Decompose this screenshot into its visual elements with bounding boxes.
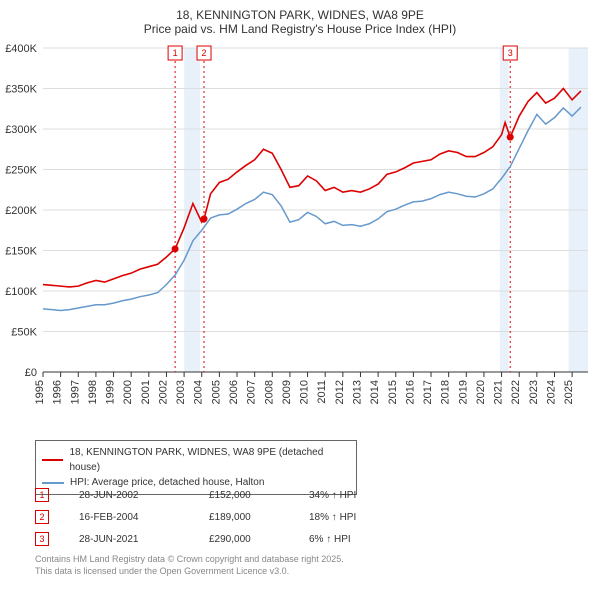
svg-text:1995: 1995 xyxy=(34,380,46,404)
svg-text:2021: 2021 xyxy=(493,380,505,404)
svg-text:2023: 2023 xyxy=(528,380,540,404)
svg-text:£50K: £50K xyxy=(11,327,37,339)
footer-line: This data is licensed under the Open Gov… xyxy=(35,566,344,578)
event-price: £152,000 xyxy=(209,490,309,501)
svg-text:2010: 2010 xyxy=(299,380,311,404)
event-delta: 34% ↑ HPI xyxy=(309,490,409,501)
svg-text:£300K: £300K xyxy=(5,124,37,136)
title-subtitle: Price paid vs. HM Land Registry's House … xyxy=(0,22,600,36)
svg-text:£400K: £400K xyxy=(5,43,37,55)
events-table: 1 28-JUN-2002 £152,000 34% ↑ HPI 2 16-FE… xyxy=(35,484,409,550)
title-address: 18, KENNINGTON PARK, WIDNES, WA8 9PE xyxy=(0,8,600,22)
legend-label: 18, KENNINGTON PARK, WIDNES, WA8 9PE (de… xyxy=(69,445,350,475)
event-delta: 18% ↑ HPI xyxy=(309,512,409,523)
event-badge: 3 xyxy=(35,532,49,546)
svg-text:2005: 2005 xyxy=(210,380,222,404)
event-date: 28-JUN-2002 xyxy=(79,490,209,501)
event-date: 28-JUN-2021 xyxy=(79,534,209,545)
svg-text:2006: 2006 xyxy=(228,380,240,404)
svg-text:£350K: £350K xyxy=(5,84,37,96)
svg-text:2018: 2018 xyxy=(440,380,452,404)
svg-text:2000: 2000 xyxy=(122,380,134,404)
svg-text:2001: 2001 xyxy=(140,380,152,404)
event-row: 3 28-JUN-2021 £290,000 6% ↑ HPI xyxy=(35,528,409,550)
svg-text:2: 2 xyxy=(202,48,207,58)
svg-text:£200K: £200K xyxy=(5,205,37,217)
footer-line: Contains HM Land Registry data © Crown c… xyxy=(35,554,344,566)
svg-text:1996: 1996 xyxy=(52,380,64,404)
svg-text:1999: 1999 xyxy=(105,380,117,404)
svg-text:2020: 2020 xyxy=(475,380,487,404)
svg-text:2015: 2015 xyxy=(387,380,399,404)
svg-text:2025: 2025 xyxy=(563,380,575,404)
svg-text:2016: 2016 xyxy=(404,380,416,404)
svg-text:2011: 2011 xyxy=(316,380,328,404)
svg-text:2002: 2002 xyxy=(157,380,169,404)
svg-text:2013: 2013 xyxy=(351,380,363,404)
legend-row: 18, KENNINGTON PARK, WIDNES, WA8 9PE (de… xyxy=(42,445,350,475)
event-row: 2 16-FEB-2004 £189,000 18% ↑ HPI xyxy=(35,506,409,528)
svg-text:2004: 2004 xyxy=(193,380,205,404)
event-badge: 1 xyxy=(35,488,49,502)
svg-text:£100K: £100K xyxy=(5,286,37,298)
event-delta: 6% ↑ HPI xyxy=(309,534,409,545)
svg-text:2022: 2022 xyxy=(510,380,522,404)
event-badge: 2 xyxy=(35,510,49,524)
chart-title-block: 18, KENNINGTON PARK, WIDNES, WA8 9PE Pri… xyxy=(0,0,600,36)
svg-text:2019: 2019 xyxy=(457,380,469,404)
svg-text:2003: 2003 xyxy=(175,380,187,404)
svg-text:2017: 2017 xyxy=(422,380,434,404)
svg-text:£250K: £250K xyxy=(5,165,37,177)
svg-text:2014: 2014 xyxy=(369,380,381,404)
event-row: 1 28-JUN-2002 £152,000 34% ↑ HPI xyxy=(35,484,409,506)
event-price: £189,000 xyxy=(209,512,309,523)
event-date: 16-FEB-2004 xyxy=(79,512,209,523)
svg-text:2008: 2008 xyxy=(263,380,275,404)
legend-swatch xyxy=(42,459,63,461)
svg-text:3: 3 xyxy=(508,48,513,58)
svg-text:2009: 2009 xyxy=(281,380,293,404)
svg-text:2012: 2012 xyxy=(334,380,346,404)
svg-text:£150K: £150K xyxy=(5,246,37,258)
plot-svg: £0£50K£100K£150K£200K£250K£300K£350K£400… xyxy=(35,44,590,404)
svg-text:2007: 2007 xyxy=(246,380,258,404)
svg-text:£0: £0 xyxy=(25,367,37,379)
event-price: £290,000 xyxy=(209,534,309,545)
footer-note: Contains HM Land Registry data © Crown c… xyxy=(35,554,344,577)
chart-container: 18, KENNINGTON PARK, WIDNES, WA8 9PE Pri… xyxy=(0,0,600,590)
svg-text:1: 1 xyxy=(173,48,178,58)
plot-area: £0£50K£100K£150K£200K£250K£300K£350K£400… xyxy=(35,44,590,404)
svg-text:1997: 1997 xyxy=(69,380,81,404)
svg-text:1998: 1998 xyxy=(87,380,99,404)
svg-text:2024: 2024 xyxy=(545,380,557,404)
